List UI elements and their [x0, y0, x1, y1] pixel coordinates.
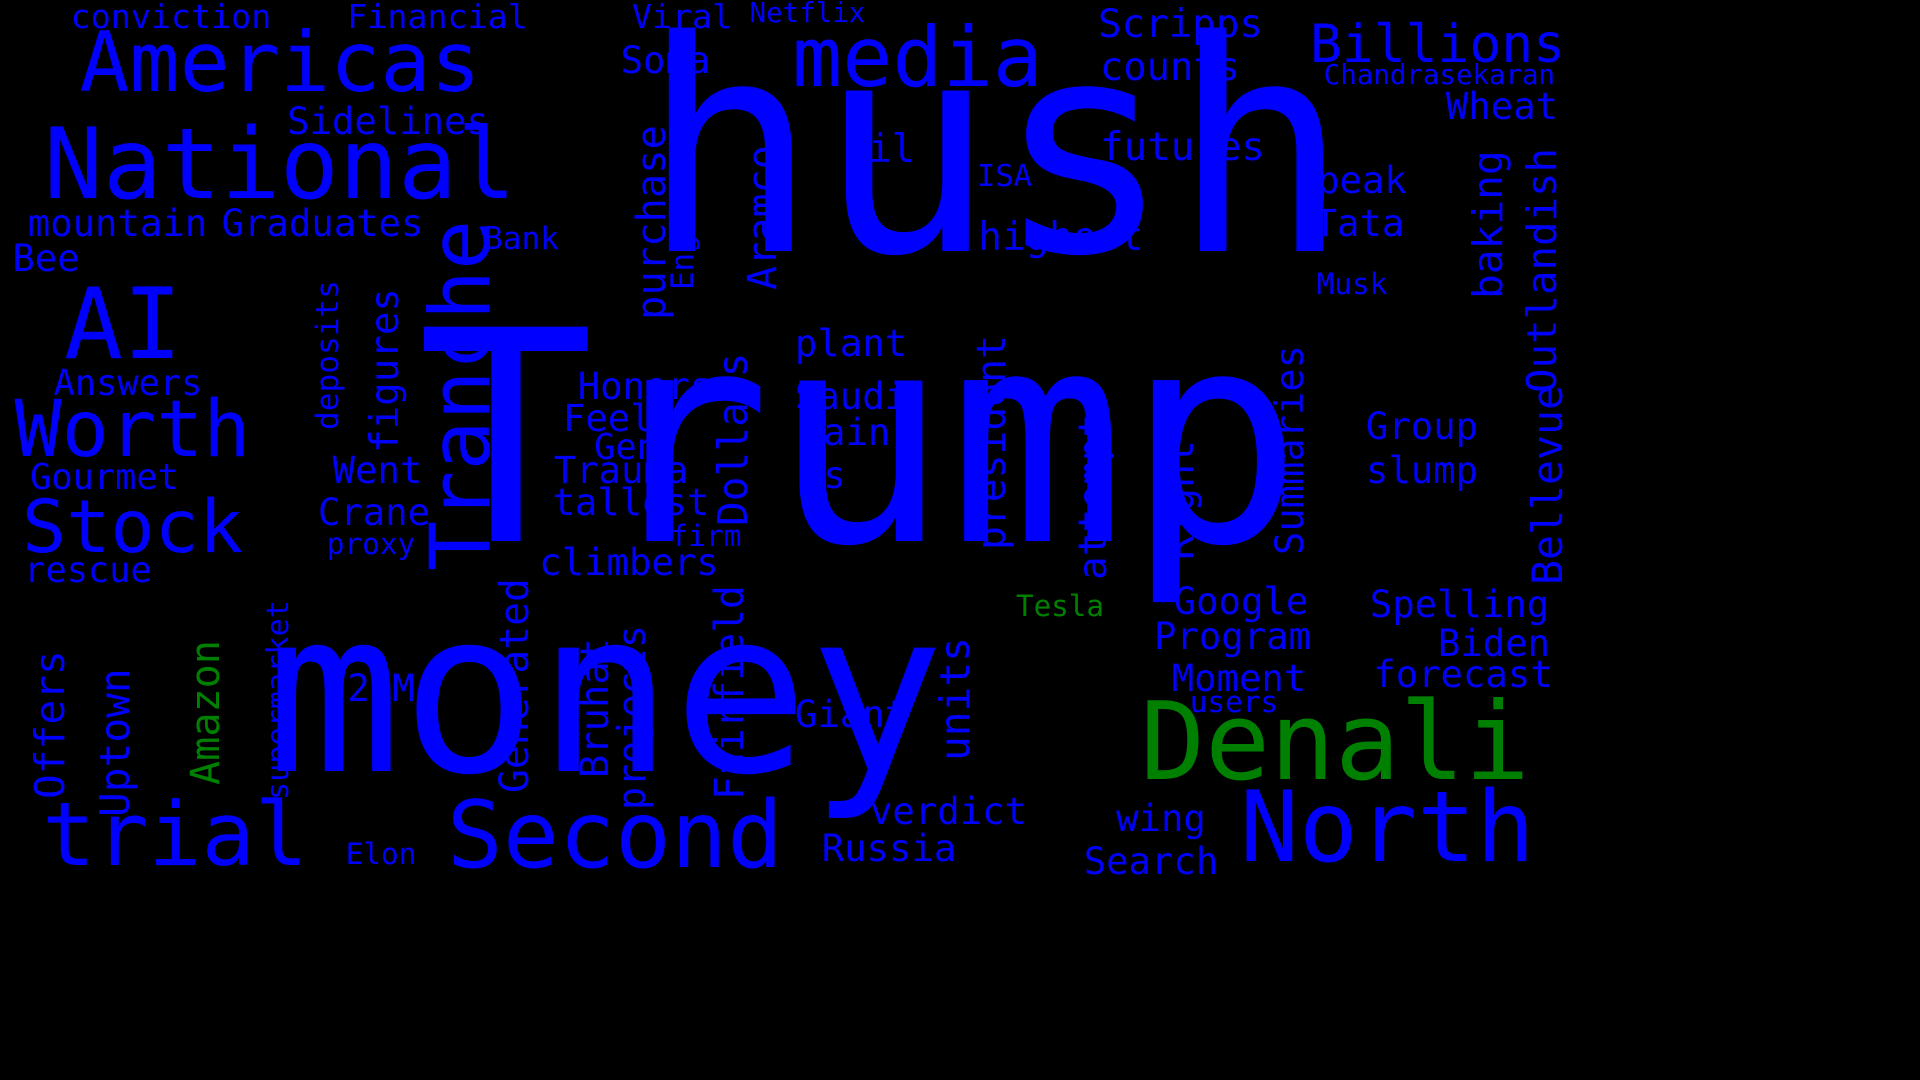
word-worth: Worth: [14, 383, 251, 475]
word-tata: Tata: [1314, 201, 1405, 246]
word-wing: wing: [1116, 796, 1206, 841]
word-plant: plant: [794, 321, 908, 366]
word-oil: Oil: [845, 126, 915, 172]
word-right: Right: [1157, 440, 1204, 560]
word-firm: firm: [670, 519, 742, 554]
word-rescue: rescue: [24, 550, 152, 592]
word-americas: Americas: [79, 13, 481, 111]
word-financial: Financial: [347, 0, 528, 37]
word-generated: Generated: [492, 578, 539, 793]
word-saudi: Saudi: [794, 374, 908, 419]
word-second: Second: [446, 780, 784, 889]
word-ai: AI: [63, 267, 182, 382]
word-netflix: Netflix: [749, 0, 866, 30]
word-scripps: Scripps: [1098, 2, 1263, 48]
word-verdict: verdict: [869, 789, 1027, 834]
word-giant: Giant: [794, 692, 908, 737]
word-purchase: purchase: [626, 125, 675, 320]
word-projects: projects: [609, 625, 655, 810]
word-supermarket: supermarket: [260, 600, 296, 800]
word-climbers: climbers: [539, 540, 719, 585]
word-crane: Crane: [317, 490, 431, 535]
word-graduates: Graduates: [221, 201, 424, 246]
word-aramco: Aramco: [739, 145, 786, 290]
word-moment: Moment: [1171, 656, 1307, 701]
word-group: Group: [1365, 404, 1479, 449]
word-gen: Gen: [594, 427, 658, 469]
word-29m: 29M: [347, 666, 415, 711]
word-gourmet: Gourmet: [30, 457, 179, 499]
word-wheat: Wheat: [1445, 84, 1559, 129]
word-national: National: [43, 107, 516, 222]
word-google: Google: [1173, 579, 1309, 624]
word-biden: Biden: [1437, 621, 1551, 666]
word-billions: Billions: [1310, 14, 1565, 76]
word-honors: Honors: [577, 364, 713, 409]
word-russia: Russia: [821, 826, 957, 871]
word-deposits: deposits: [310, 280, 347, 430]
word-money: money: [265, 563, 945, 826]
word-summaries: Summaries: [1267, 345, 1313, 555]
word-offers: Offers: [26, 650, 75, 800]
word-north: North: [1239, 770, 1535, 885]
word-sidelines: Sidelines: [287, 99, 489, 144]
word-units: units: [931, 637, 980, 762]
word-forecast: forecast: [1373, 652, 1553, 697]
word-tallest: tallest: [552, 480, 710, 525]
word-outlandish: Outlandish: [1518, 148, 1567, 393]
word-attempts: attempts: [1070, 390, 1117, 580]
word-president: president: [969, 335, 1016, 550]
word-trauma: Trauma: [553, 448, 689, 493]
word-search: Search: [1083, 839, 1219, 884]
word-fairfield: Fairfield: [707, 585, 754, 800]
word-peak: peak: [1317, 158, 1407, 203]
word-bank: Bank: [484, 221, 559, 258]
word-baking: baking: [1464, 150, 1513, 300]
word-chandrasekaran: Chandrasekaran: [1323, 60, 1556, 92]
word-went: Went: [332, 448, 423, 493]
word-hush: hush: [640, 0, 1350, 321]
word-tesla: Tesla: [1016, 589, 1104, 624]
word-trump: Trump: [417, 268, 1303, 611]
word-figures: figures: [363, 288, 409, 453]
word-users: users: [1189, 685, 1279, 720]
word-dollars: Dollars: [709, 352, 758, 527]
word-conviction: conviction: [70, 0, 272, 37]
word-soma: Soma: [620, 38, 711, 83]
word-viral: Viral: [631, 0, 733, 37]
word-mountain: mountain: [27, 201, 208, 246]
word-stock: Stock: [21, 484, 244, 570]
word-rain: rain: [800, 410, 891, 455]
word-isa: ISA: [977, 158, 1032, 194]
word-musk: Musk: [1316, 267, 1388, 302]
word-amazon: Amazon: [182, 640, 229, 785]
word-feels: Feels: [562, 396, 676, 441]
word-denali: Denali: [1140, 680, 1530, 806]
word-bellevue: Bellevue: [1522, 385, 1572, 585]
word-uptown: Uptown: [91, 668, 140, 818]
word-counts: counts: [1100, 44, 1240, 90]
word-futures: futures: [1100, 125, 1265, 171]
word-elon: Elon: [345, 837, 417, 872]
word-spelling: Spelling: [1369, 582, 1550, 627]
word-answers: Answers: [53, 363, 203, 405]
word-bee: Bee: [12, 236, 80, 281]
word-slump: slump: [1365, 448, 1479, 493]
word-proxy: proxy: [326, 527, 416, 562]
word-tranche: Tranche: [411, 219, 509, 571]
word-program: Program: [1153, 614, 1311, 659]
word-trial: trial: [42, 782, 308, 886]
word-s: s: [823, 453, 846, 498]
word-highest: highest: [978, 215, 1144, 261]
word-media: media: [792, 8, 1043, 106]
